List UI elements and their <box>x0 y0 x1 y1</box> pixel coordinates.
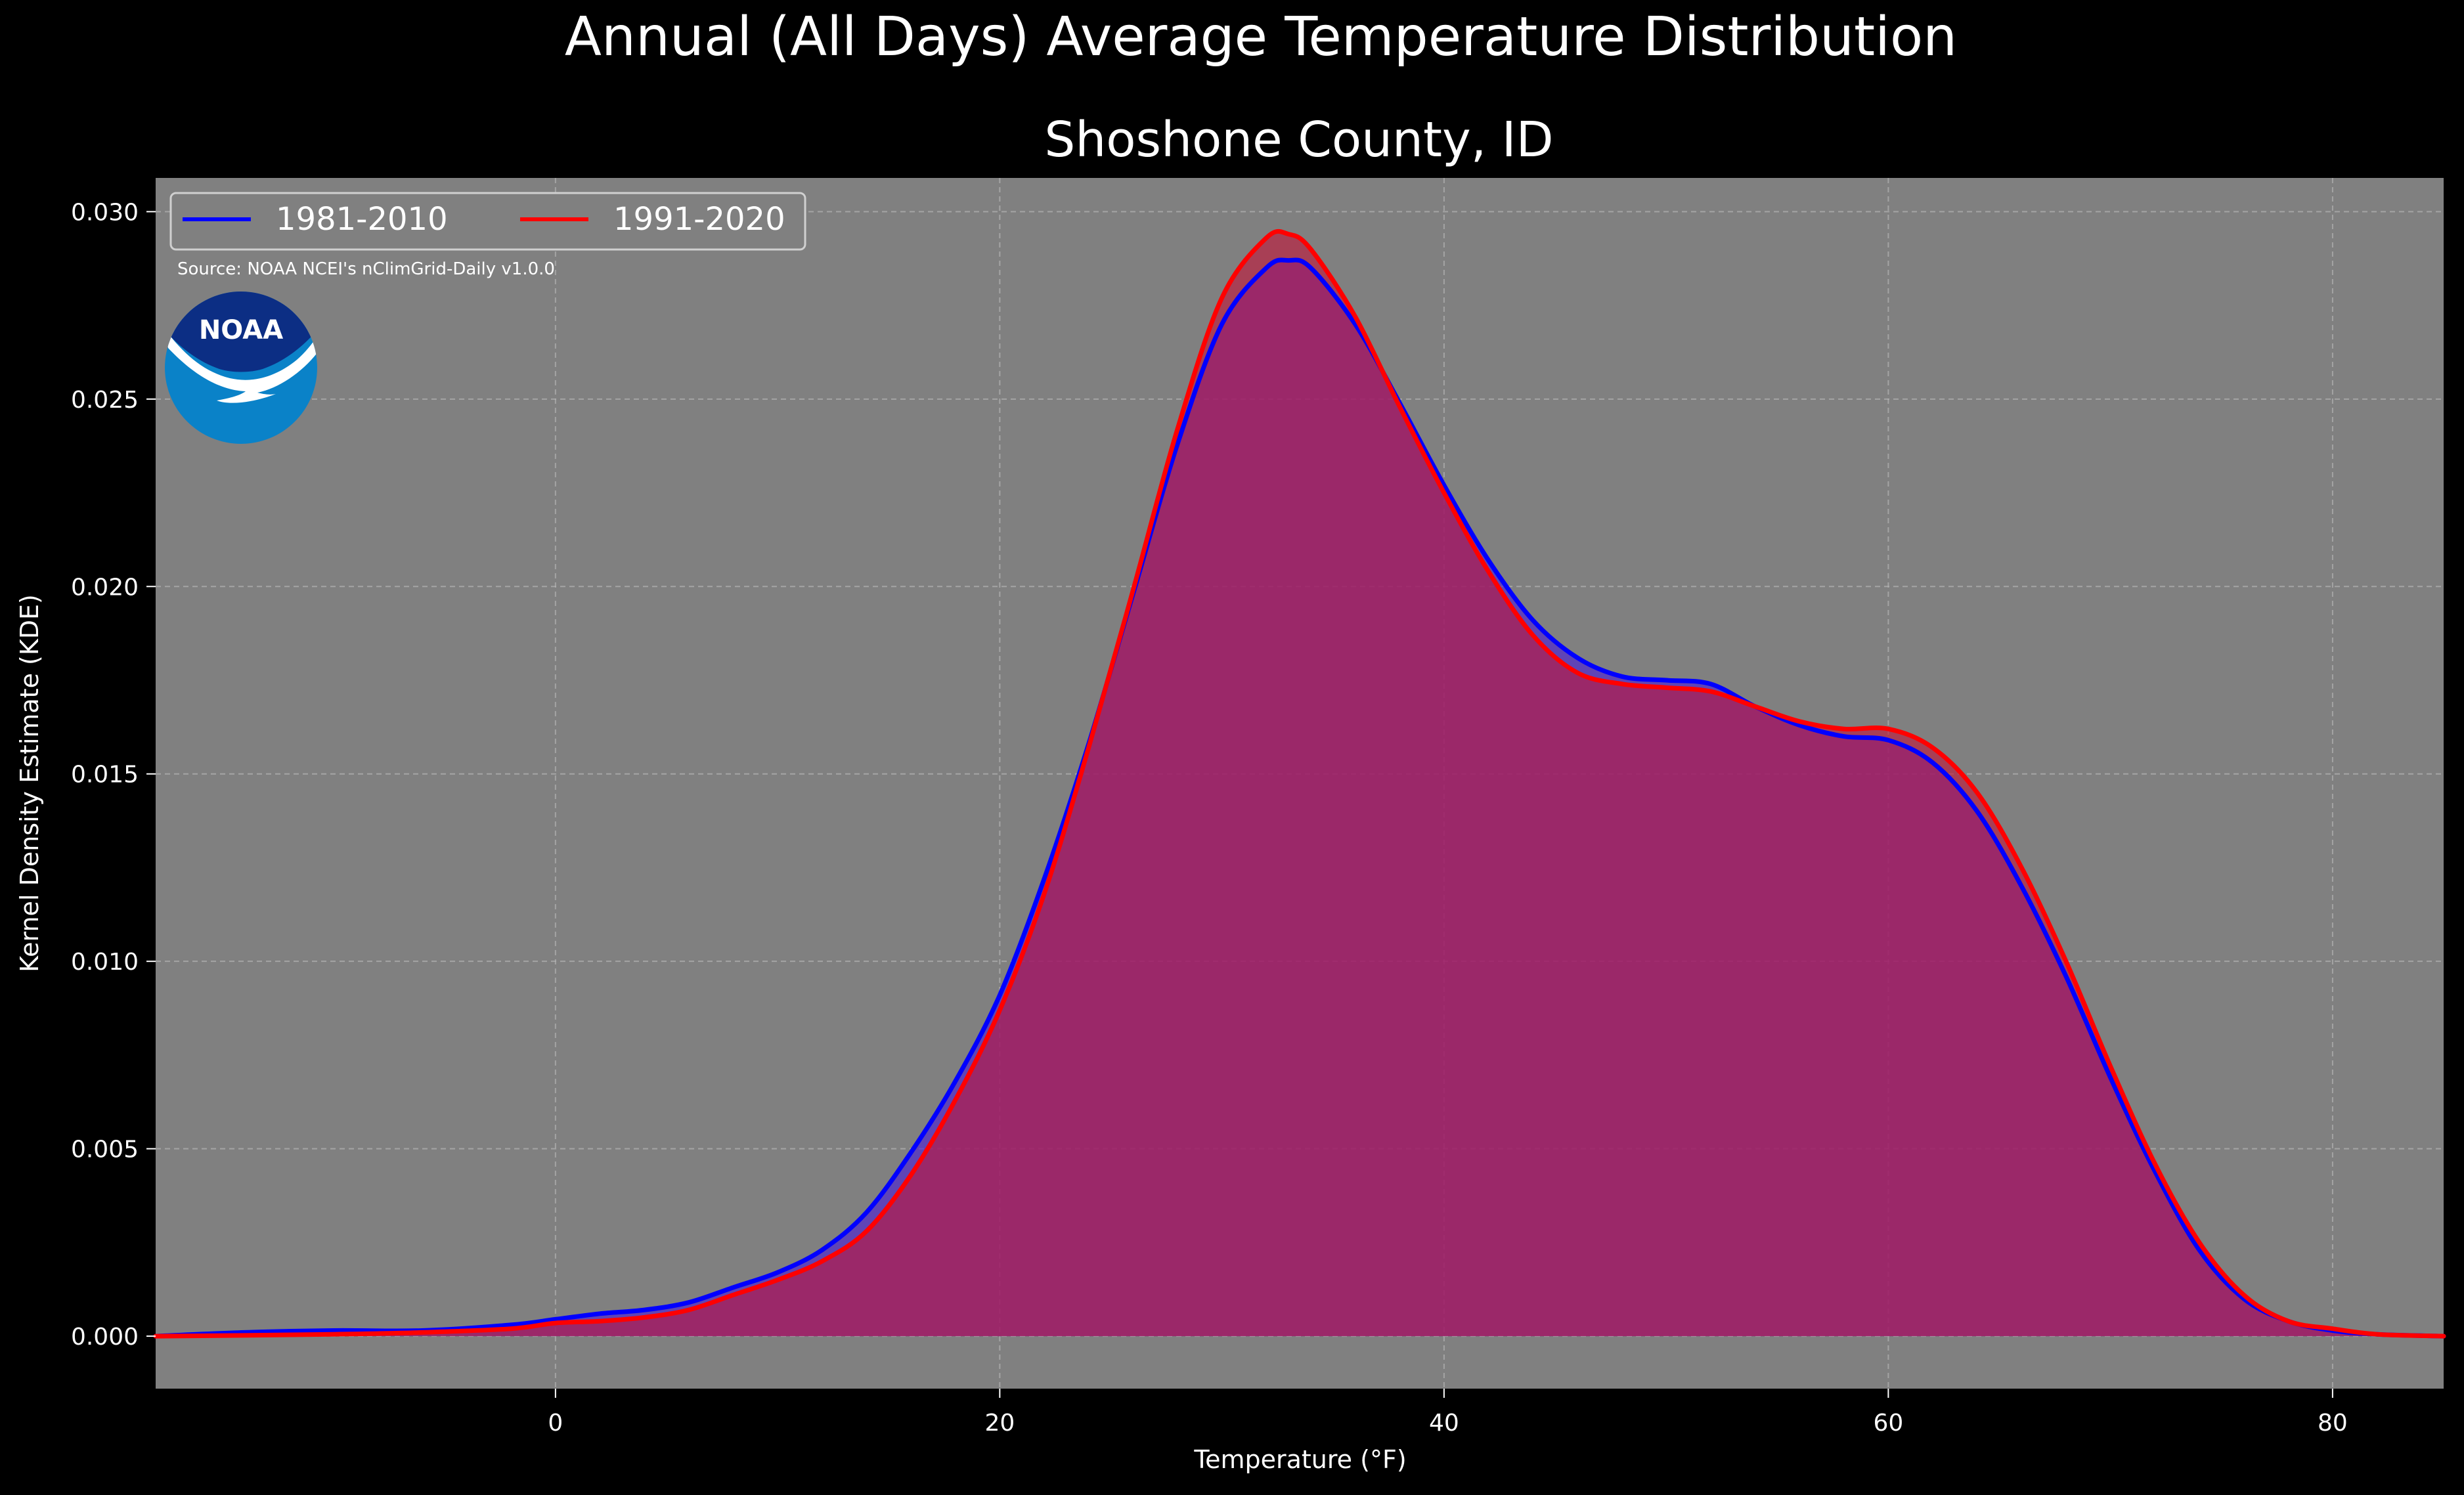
noaa-logo: NOAA <box>165 292 317 444</box>
x-tick-label: 20 <box>984 1410 1015 1437</box>
legend-box <box>169 192 806 251</box>
series-fills <box>156 231 2444 1337</box>
legend: 1981-2010 1991-2020 <box>169 192 806 251</box>
series-lines <box>153 228 2446 1339</box>
noaa-logo-bird <box>165 328 317 403</box>
series-fill-1991-2020 <box>156 231 2444 1337</box>
y-tick-label: 0.025 <box>71 387 139 414</box>
chart-suptitle: Annual (All Days) Average Temperature Di… <box>565 6 1957 68</box>
chart-title: Shoshone County, ID <box>1044 112 1553 168</box>
x-tick-label: 0 <box>548 1410 563 1437</box>
x-tick-label: 60 <box>1873 1410 1903 1437</box>
x-tick-label: 40 <box>1429 1410 1459 1437</box>
x-tick-label: 80 <box>2318 1410 2348 1437</box>
series-line-1991-2020 <box>153 228 2446 1339</box>
noaa-logo-upper <box>165 292 317 372</box>
y-tick-label: 0.005 <box>71 1137 139 1163</box>
y-tick-label: 0.030 <box>71 199 139 226</box>
x-axis-label: Temperature (°F) <box>1193 1445 1406 1474</box>
y-tick-label: 0.020 <box>71 574 139 601</box>
legend-label-1981-2010: 1981-2010 <box>276 201 448 238</box>
x-axis-ticks: 0 20 40 60 80 <box>548 1389 2348 1437</box>
y-axis-label: Kernel Density Estimate (KDE) <box>15 594 44 972</box>
y-tick-label: 0.015 <box>71 762 139 789</box>
legend-label-1991-2020: 1991-2020 <box>613 201 785 238</box>
series-line-1981-2010 <box>153 257 2446 1339</box>
source-note: Source: NOAA NCEI's nClimGrid-Daily v1.0… <box>177 259 555 279</box>
y-tick-label: 0.000 <box>71 1324 139 1351</box>
y-tick-label: 0.010 <box>71 949 139 976</box>
noaa-logo-text: NOAA <box>199 315 283 345</box>
y-axis-ticks: 0.000 0.005 0.010 0.015 0.020 0.025 0.030 <box>71 199 156 1351</box>
